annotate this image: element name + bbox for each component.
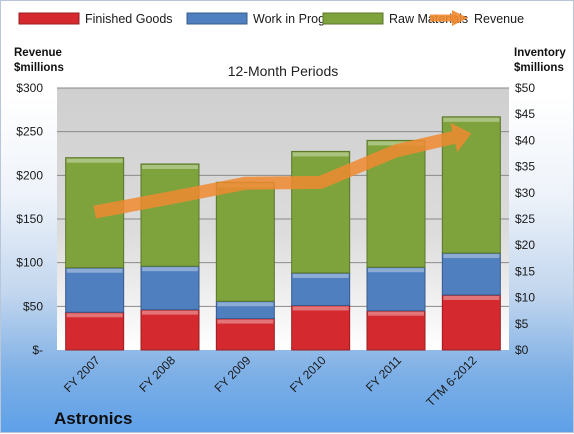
right-axis-tick-label: $50 [515,81,535,95]
gridlines [57,87,509,307]
left-axis-title-line1: Revenue [14,47,62,59]
right-axis-tick-label: $30 [515,186,535,200]
right-axis-title-line1: Inventory [514,47,566,59]
bar-finished-goods [140,309,200,351]
left-axis-tick-label: $250 [16,125,43,139]
left-axis-tick-label: $100 [16,256,43,270]
left-axis-tick-label: $200 [16,168,43,182]
bar-highlight [443,254,500,259]
right-axis-title-line2: $millions [514,62,564,74]
right-axis-tick-label: $15 [515,264,535,278]
left-axis-tick-label: $- [32,343,43,357]
revenue-arrowhead [450,122,472,153]
left-axis-title-line2: $millions [14,62,64,74]
right-axis-tick-label: $10 [515,291,535,305]
legend: Finished Goods Work in Progress Raw Materi… [18,10,524,26]
bar-highlight [142,164,198,169]
legend-swatch-raw-materials [322,12,384,25]
bar-work-in-progress [291,272,351,306]
bar-finished-goods [441,294,501,351]
bar-highlight [368,268,424,273]
legend-arrow-icon [452,10,468,26]
right-axis-tick-label: $35 [515,160,535,174]
x-axis-tick-label: FY 2010 [287,353,329,395]
bar-highlight [66,158,123,163]
bar-highlight [292,152,349,157]
bar-highlight [368,311,424,316]
bar-work-in-progress [441,252,501,296]
revenue-line [93,131,456,219]
x-axis-tick-label: FY 2009 [212,353,254,395]
right-axis-tick-label: $5 [515,317,529,331]
bar-work-in-progress [65,267,125,313]
bar-highlight [217,302,274,307]
right-axis-tick-label: $0 [515,343,529,357]
x-axis-tick-label: FY 2008 [136,353,178,395]
bar-highlight [217,319,274,324]
bar-finished-goods [291,304,351,351]
x-axis-tick-label: FY 2011 [363,353,404,394]
bars [65,116,501,351]
left-axis-tick-label: $150 [16,212,43,226]
bar-highlight [66,268,123,273]
left-axis-tick-label: $300 [16,81,43,95]
bar-highlight [292,306,349,311]
legend-label-finished-goods: Finished Goods [85,12,173,26]
revenue-line-layer [93,122,472,219]
left-axis-tick-label: $50 [23,299,43,313]
bar-highlight [142,267,198,272]
legend-swatch-finished-goods [18,12,80,25]
bar-highlight [142,310,198,315]
bar-finished-goods [65,311,125,351]
right-axis-tick-label: $25 [515,212,535,226]
bar-raw-materials [140,163,200,267]
company-name: Astronics [54,409,132,428]
bar-highlight [368,141,424,146]
chart-title: 12-Month Periods [228,63,339,79]
legend-swatch-work-in-progress [186,12,248,25]
right-axis-tick-label: $45 [515,107,535,121]
bar-highlight [443,117,500,122]
bar-work-in-progress [366,266,426,312]
legend-label-revenue: Revenue [474,12,524,26]
bar-raw-materials [215,181,275,302]
bar-finished-goods [366,310,426,351]
bar-work-in-progress [140,265,200,311]
x-axis-tick-label: TTM 6-2012 [423,353,479,409]
bar-highlight [66,313,123,318]
x-axis-tick-label: FY 2007 [61,353,103,395]
right-axis-tick-label: $20 [515,238,535,252]
bar-highlight [292,273,349,278]
bar-highlight [443,295,500,300]
right-axis-tick-label: $40 [515,133,535,147]
